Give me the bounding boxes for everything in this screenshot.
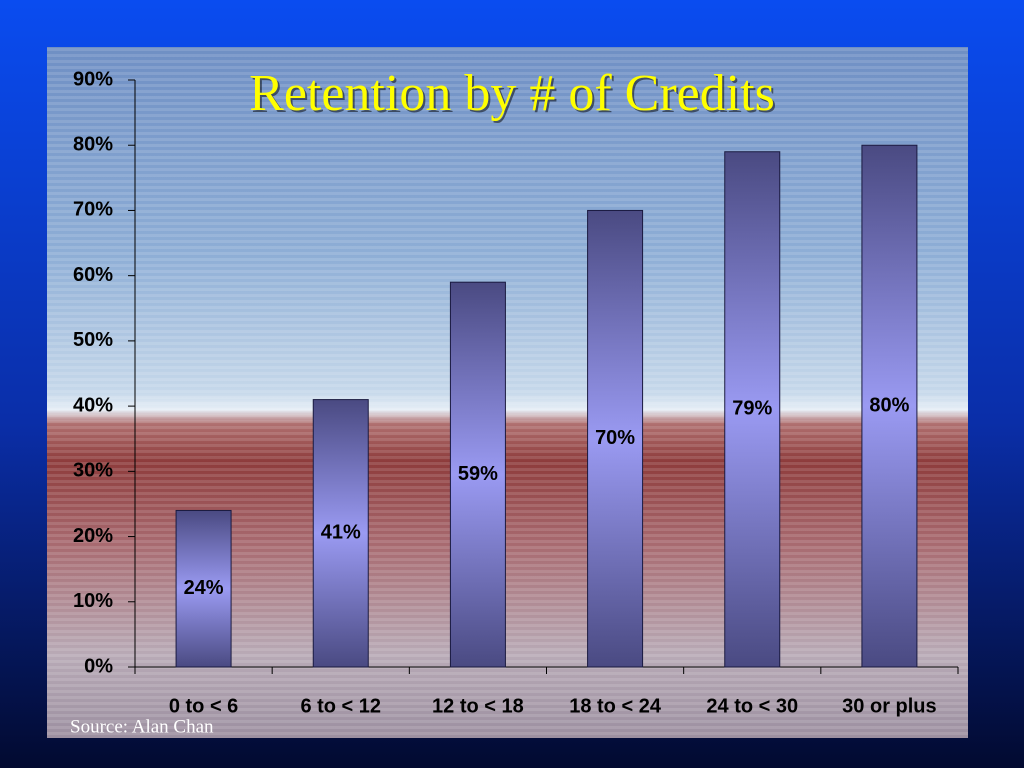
bar bbox=[861, 144, 918, 668]
x-tick-label: 0 to < 6 bbox=[169, 695, 238, 717]
bar bbox=[587, 209, 644, 668]
y-tick-label: 30% bbox=[73, 460, 113, 482]
y-tick-label: 70% bbox=[73, 199, 113, 221]
data-label: 41% bbox=[321, 522, 361, 544]
y-tick-label: 50% bbox=[73, 329, 113, 351]
chart-title: Retention by # of Credits bbox=[249, 65, 775, 122]
x-tick-label: 6 to < 12 bbox=[300, 695, 381, 717]
data-label: 59% bbox=[458, 463, 498, 485]
x-tick-label: 30 or plus bbox=[842, 695, 936, 717]
y-tick-label: 60% bbox=[73, 264, 113, 286]
y-tick-label: 0% bbox=[84, 655, 113, 677]
bar bbox=[449, 281, 506, 668]
y-tick-label: 40% bbox=[73, 394, 113, 416]
data-label: 79% bbox=[732, 398, 772, 420]
source-note: Source: Alan Chan bbox=[70, 716, 214, 737]
bar bbox=[312, 399, 369, 668]
bar bbox=[175, 509, 232, 668]
y-tick-label: 90% bbox=[73, 68, 113, 90]
y-tick-label: 80% bbox=[73, 134, 113, 156]
data-label: 70% bbox=[595, 427, 635, 449]
data-label: 24% bbox=[184, 577, 224, 599]
y-tick-label: 10% bbox=[73, 590, 113, 612]
x-tick-label: 12 to < 18 bbox=[432, 695, 524, 717]
x-tick-label: 18 to < 24 bbox=[569, 695, 662, 717]
title-shadow: Retention by # of Credits bbox=[251, 67, 777, 124]
data-label: 80% bbox=[869, 394, 909, 416]
bar bbox=[724, 151, 781, 668]
y-tick-label: 20% bbox=[73, 525, 113, 547]
x-tick-label: 24 to < 30 bbox=[706, 695, 798, 717]
